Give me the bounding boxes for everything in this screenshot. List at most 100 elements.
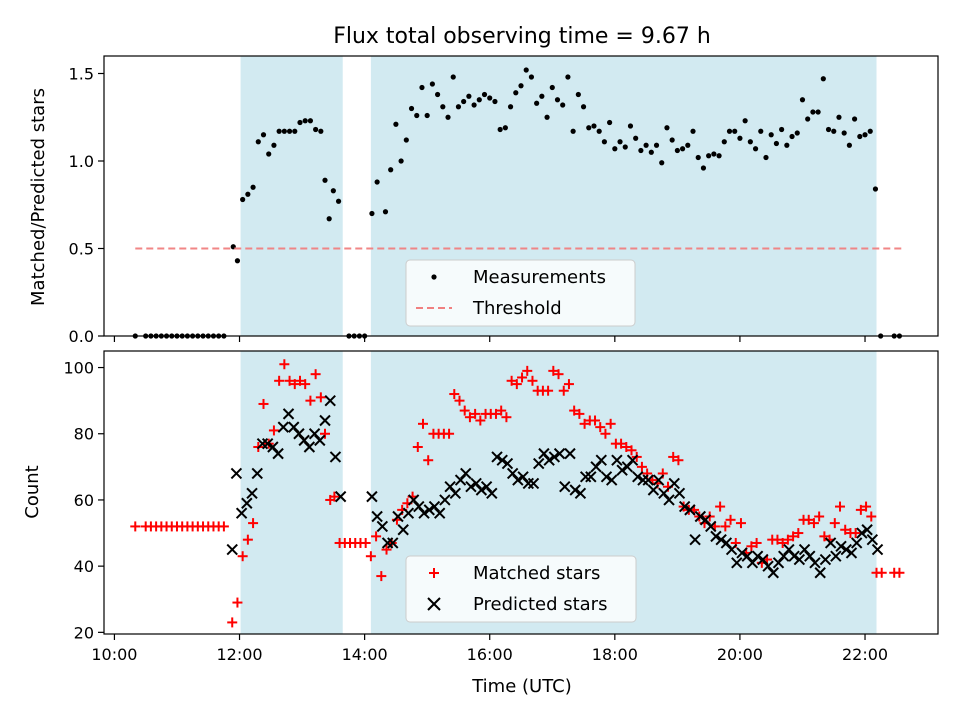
predicted-star-marker — [439, 494, 451, 506]
measurement-point — [742, 118, 748, 124]
matched-star-marker — [861, 501, 872, 512]
measurement-point — [250, 184, 256, 190]
measurement-point — [591, 123, 597, 129]
measurement-point — [544, 114, 550, 120]
legend-label: Matched stars — [473, 563, 600, 584]
predicted-star-marker — [491, 451, 503, 463]
predicted-star-marker — [241, 497, 253, 509]
matched-star-marker — [320, 428, 331, 439]
predicted-star-marker — [533, 457, 545, 470]
matched-star-marker — [782, 534, 793, 545]
measurement-point — [852, 116, 858, 122]
measurement-point — [330, 188, 336, 194]
measurement-point — [596, 128, 602, 134]
predicted-star-marker — [856, 527, 868, 539]
matched-star-marker — [444, 428, 455, 439]
measurement-point — [763, 154, 769, 161]
measurement-point — [318, 128, 324, 134]
matched-star-marker — [720, 521, 731, 532]
y-tick-label: 1.5 — [69, 65, 94, 84]
measurement-point — [403, 137, 409, 143]
x-tick-label: 18:00 — [592, 645, 638, 664]
matched-star-marker — [819, 531, 830, 542]
observing-band-1 — [240, 351, 343, 634]
matched-star-marker — [130, 521, 141, 532]
measurement-point — [706, 153, 712, 159]
matched-star-marker — [751, 537, 762, 548]
measurement-point — [700, 165, 707, 171]
measurement-point — [255, 139, 261, 145]
predicted-star-marker — [616, 464, 628, 476]
y-axis-label-top: Matched/Predicted stars — [28, 88, 49, 306]
measurement-point — [685, 142, 691, 148]
predicted-star-marker — [814, 567, 826, 579]
legend-label: Threshold — [472, 298, 562, 319]
measurement-point — [393, 121, 399, 127]
predicted-star-marker — [845, 547, 858, 559]
matched-star-marker — [360, 537, 371, 548]
predicted-star-marker — [564, 447, 576, 460]
predicted-star-marker — [501, 457, 514, 470]
predicted-star-marker — [543, 454, 555, 466]
predicted-star-marker — [376, 520, 389, 533]
measurement-point — [471, 102, 477, 108]
predicted-star-marker — [731, 557, 743, 569]
predicted-star-marker — [553, 447, 566, 460]
matched-star-marker — [605, 418, 616, 429]
measurement-point — [648, 149, 654, 155]
matched-star-marker — [558, 385, 569, 396]
legend-label: Predicted stars — [473, 594, 607, 615]
matched-star-marker — [284, 375, 295, 386]
measurement-point — [481, 91, 488, 98]
predicted-star-marker — [230, 467, 243, 480]
measurement-point — [810, 109, 816, 115]
matched-star-marker — [310, 369, 321, 380]
matched-star-marker — [381, 544, 392, 555]
predicted-star-marker — [715, 533, 727, 546]
measurement-point — [643, 142, 649, 148]
predicted-star-marker — [261, 437, 274, 450]
measurement-point — [575, 91, 581, 98]
measurement-point — [711, 151, 717, 157]
predicted-star-marker — [381, 537, 394, 549]
measurement-point — [872, 186, 879, 192]
measurement-point — [455, 104, 462, 110]
matched-star-marker — [268, 425, 279, 436]
predicted-star-marker — [830, 550, 842, 562]
x-tick-label: 14:00 — [342, 645, 388, 664]
matched-star-marker — [803, 514, 814, 525]
measurement-point — [518, 83, 524, 89]
measurement-point — [450, 74, 456, 80]
y-axis-label-bottom: Count — [22, 465, 43, 518]
measurement-point — [726, 128, 733, 134]
measurement-point — [586, 125, 592, 131]
measurement-point — [424, 112, 430, 119]
matched-star-marker — [850, 528, 861, 539]
measurement-point — [664, 125, 670, 131]
measurement-point — [747, 139, 753, 145]
y-tick-label: 1.0 — [69, 152, 94, 171]
measurement-point — [260, 132, 267, 138]
predicted-star-marker — [387, 537, 399, 549]
predicted-star-marker — [334, 490, 347, 503]
measurement-point — [768, 132, 774, 138]
measurement-point — [758, 128, 764, 134]
measurement-point — [492, 98, 498, 105]
measurement-point — [565, 74, 571, 80]
measurement-point — [617, 139, 623, 145]
legend-box — [405, 555, 637, 623]
matched-star-marker — [501, 412, 512, 423]
predicted-star-marker — [705, 520, 717, 533]
y-tick-label: 0.5 — [69, 240, 94, 259]
matched-star-marker — [418, 418, 429, 429]
measurement-point — [601, 139, 608, 145]
matched-star-marker — [305, 395, 316, 406]
predicted-star-marker — [835, 540, 847, 552]
predicted-star-marker — [663, 494, 675, 506]
predicted-star-marker — [569, 484, 581, 496]
predicted-star-marker — [600, 471, 613, 483]
matched-star-marker — [772, 534, 783, 545]
matched-star-marker — [454, 395, 465, 406]
measurement-point — [836, 114, 842, 120]
